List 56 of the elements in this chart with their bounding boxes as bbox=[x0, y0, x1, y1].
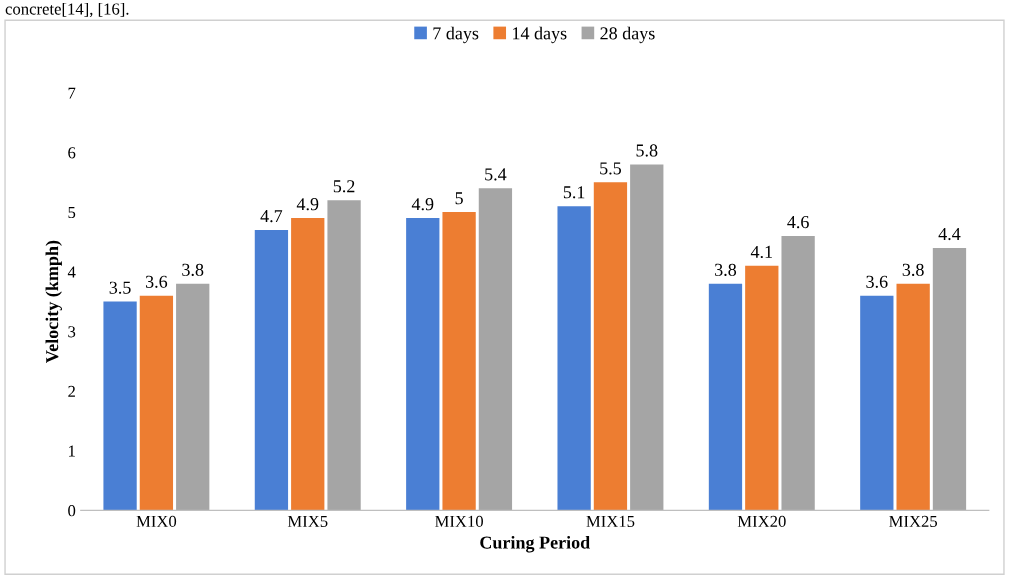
bar bbox=[103, 301, 137, 511]
y-tick-label: 4 bbox=[67, 266, 76, 278]
bar bbox=[593, 182, 628, 511]
bar bbox=[139, 295, 174, 511]
data-label: 3.5 bbox=[109, 281, 131, 294]
data-label: 4.9 bbox=[411, 198, 434, 211]
bar bbox=[781, 235, 815, 511]
y-tick-label: 6 bbox=[68, 147, 76, 159]
bar bbox=[442, 212, 476, 511]
data-label: 4.6 bbox=[787, 216, 809, 229]
bar bbox=[860, 295, 894, 511]
bar bbox=[176, 283, 210, 511]
y-tick-label: 7 bbox=[68, 87, 76, 99]
y-tick-label: 2 bbox=[68, 385, 75, 397]
bar bbox=[745, 265, 779, 511]
data-label: 5.1 bbox=[563, 186, 585, 199]
data-label: 3.8 bbox=[182, 263, 204, 276]
x-tick-label: MIX10 bbox=[435, 515, 483, 527]
y-tick-label: 1 bbox=[68, 445, 75, 457]
y-tick-label: 5 bbox=[68, 206, 76, 219]
bar bbox=[254, 230, 289, 511]
text: concrete[14], [16]. bbox=[5, 2, 129, 18]
data-label: 5.4 bbox=[485, 168, 507, 181]
x-tick-label: MIX15 bbox=[586, 515, 635, 527]
bar bbox=[406, 218, 440, 511]
legend-label: 7 days bbox=[433, 26, 479, 44]
x-tick-label: MIX0 bbox=[136, 515, 177, 527]
data-label: 4.9 bbox=[296, 198, 319, 211]
bar bbox=[708, 283, 743, 511]
legend-label: 14 days bbox=[513, 26, 567, 44]
data-label: 5.8 bbox=[636, 144, 658, 157]
x-tick-label: MIX25 bbox=[889, 515, 938, 527]
x-tick-label: MIX5 bbox=[287, 515, 328, 527]
y-tick-label: 3 bbox=[68, 326, 76, 338]
bar bbox=[478, 188, 513, 511]
bar bbox=[932, 247, 967, 511]
data-label: 5.5 bbox=[600, 162, 622, 175]
x-tick-label: MIX20 bbox=[737, 515, 786, 527]
data-label: 3.6 bbox=[145, 275, 168, 288]
bar bbox=[896, 283, 930, 511]
bar bbox=[291, 218, 325, 511]
data-label: 4.7 bbox=[260, 210, 283, 223]
x-axis-title: Curing Period bbox=[480, 535, 590, 553]
y-tick-label: 0 bbox=[68, 505, 76, 517]
legend-label: 28 days bbox=[600, 26, 655, 44]
bar bbox=[327, 200, 361, 511]
data-label: 3.6 bbox=[866, 275, 888, 288]
data-label: 4.1 bbox=[750, 245, 772, 259]
data-label: 4.4 bbox=[938, 228, 961, 241]
data-label: 3.8 bbox=[902, 263, 924, 276]
data-label: 5 bbox=[455, 192, 463, 205]
y-axis-title: Velocity (kmph) bbox=[45, 240, 62, 364]
bar bbox=[630, 164, 664, 511]
bar bbox=[557, 206, 591, 511]
data-label: 5.2 bbox=[333, 180, 355, 193]
data-label: 3.8 bbox=[715, 263, 737, 276]
